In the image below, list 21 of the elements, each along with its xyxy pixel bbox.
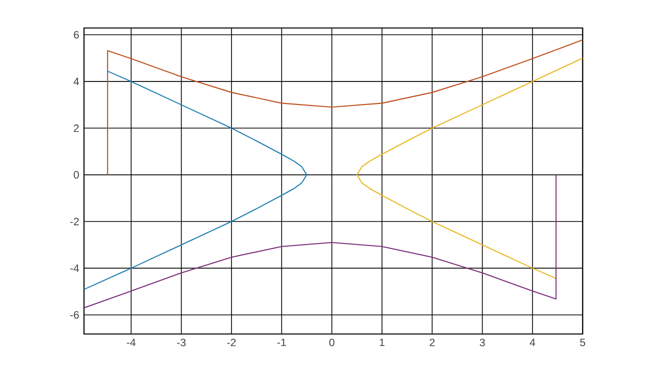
x-tick-label: 2 — [430, 338, 435, 346]
line-series — [107, 39, 583, 176]
y-tick-label: -4 — [70, 264, 79, 272]
y-tick-label: -2 — [70, 218, 79, 226]
y-tick-label: 0 — [74, 171, 79, 179]
x-tick-label: -4 — [126, 338, 136, 346]
x-tick-label: 3 — [480, 338, 485, 346]
x-tick-label: 1 — [380, 338, 384, 346]
y-tick-label: 4 — [74, 78, 79, 86]
x-tick-label: -1 — [277, 338, 286, 346]
x-tick-label: 5 — [580, 338, 586, 346]
y-tick-label: 6 — [74, 31, 79, 39]
line-series — [356, 58, 583, 279]
y-tick-label: 2 — [74, 124, 79, 132]
line-series — [84, 174, 557, 308]
x-tick-label: -3 — [177, 338, 186, 346]
x-tick-label: 4 — [530, 338, 536, 346]
line-series — [84, 70, 308, 290]
x-tick-label: -2 — [227, 338, 236, 346]
y-tick-label: -6 — [70, 311, 79, 319]
x-tick-label: 0 — [329, 338, 334, 346]
